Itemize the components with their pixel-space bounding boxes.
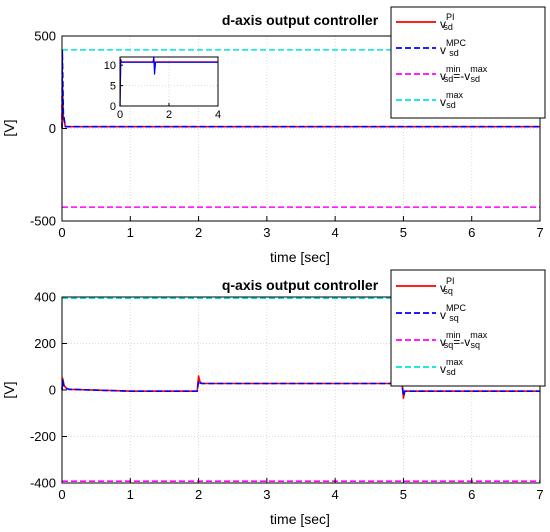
legend-text-base: v bbox=[440, 95, 446, 109]
legend-text-sub2: sq bbox=[470, 340, 480, 350]
inset-x-tick-label: 4 bbox=[215, 109, 221, 121]
bottom-chart-x-tick-label: 6 bbox=[468, 487, 475, 502]
top-chart-x-tick-label: 5 bbox=[400, 225, 407, 240]
bottom-chart-y-tick-label: -400 bbox=[30, 476, 56, 491]
bottom-chart-x-tick-label: 0 bbox=[58, 487, 65, 502]
legend-entry-min: vmin sd=-vmax sd bbox=[440, 64, 488, 84]
legend-text-sub2: sd bbox=[470, 74, 480, 84]
bottom-chart-x-tick-label: 4 bbox=[332, 487, 339, 502]
top-chart-x-tick-label: 1 bbox=[127, 225, 134, 240]
top-chart-x-ticks: 0 1 2 3 4 5 6 7 bbox=[58, 216, 544, 240]
top-chart-x-tick-label: 4 bbox=[332, 225, 339, 240]
bottom-chart-x-tick-label: 3 bbox=[263, 487, 270, 502]
top-chart-y-tick-label: -500 bbox=[30, 214, 56, 229]
top-chart-x-tick-label: 3 bbox=[263, 225, 270, 240]
legend-text-sub: sq bbox=[443, 286, 453, 296]
legend-text-sup: MPC bbox=[446, 303, 467, 313]
bottom-legend-box bbox=[390, 269, 546, 387]
bottom-chart-series-mpc bbox=[61, 379, 540, 397]
legend-text-base: v bbox=[440, 43, 446, 57]
top-chart-x-tick-label: 6 bbox=[468, 225, 475, 240]
bottom-chart-y-tick-label: -200 bbox=[30, 429, 56, 444]
top-chart-y-tick-label: 500 bbox=[34, 29, 56, 44]
top-chart-title: d-axis output controller bbox=[222, 12, 379, 28]
inset-y-ticks: 0 5 10 bbox=[104, 60, 123, 113]
legend-entry-mpc: vMPC sq bbox=[440, 303, 467, 323]
legend-text-base: v bbox=[440, 17, 446, 31]
inset-y-tick-label: 0 bbox=[110, 101, 116, 113]
bottom-chart-y-tick-label: 200 bbox=[34, 336, 56, 351]
bottom-chart-title: q-axis output controller bbox=[222, 277, 379, 293]
legend-text-sup: PI bbox=[446, 12, 455, 22]
inset-y-tick-label: 5 bbox=[110, 80, 116, 92]
inset-x-tick-label: 0 bbox=[117, 109, 123, 121]
inset-x-tick-label: 2 bbox=[166, 109, 172, 121]
top-chart-x-tick-label: 2 bbox=[195, 225, 202, 240]
inset-series-mpc bbox=[119, 56, 218, 107]
legend-text-sup: max bbox=[446, 357, 464, 367]
legend-text-sub: sq bbox=[444, 340, 454, 350]
bottom-chart-y-tick-label: 0 bbox=[49, 383, 56, 398]
legend-entry-max: vmax sd bbox=[440, 357, 464, 377]
legend-entry-min: vmin sq=-vmax sq bbox=[440, 330, 488, 350]
legend-text-base: v bbox=[440, 281, 446, 295]
legend-entry-max: vmax sd bbox=[440, 90, 464, 110]
top-chart-y-ticks: -500 0 500 bbox=[30, 29, 67, 229]
legend-entry-pi: vPI sd bbox=[440, 12, 455, 32]
legend-text-sup: min bbox=[446, 330, 461, 340]
top-chart-ylabel: [V] bbox=[1, 119, 17, 136]
inset-series bbox=[119, 56, 218, 107]
top-legend-box bbox=[390, 6, 546, 119]
bottom-chart-x-tick-label: 7 bbox=[536, 487, 543, 502]
legend-text-sup: PI bbox=[446, 276, 455, 286]
bottom-chart-xlabel: time [sec] bbox=[270, 511, 330, 527]
legend-entry-mpc: vMPC sd bbox=[440, 38, 467, 58]
inset-grid bbox=[120, 57, 218, 106]
top-chart-x-tick-label: 7 bbox=[536, 225, 543, 240]
legend-text-sub: sd bbox=[449, 48, 459, 58]
legend-text-base: v bbox=[440, 69, 446, 83]
legend-text-sub: sq bbox=[449, 313, 459, 323]
legend-text-base: v bbox=[440, 335, 446, 349]
inset-y-tick-label: 10 bbox=[104, 60, 116, 72]
legend-text-base: v bbox=[440, 362, 446, 376]
legend-text-sub: sd bbox=[443, 22, 453, 32]
bottom-chart-x-tick-label: 2 bbox=[195, 487, 202, 502]
legend-text-rest: =-v bbox=[453, 335, 470, 349]
bottom-chart-ylabel: [V] bbox=[1, 381, 17, 398]
legend-text-sup: min bbox=[446, 64, 461, 74]
legend-text-sub: sd bbox=[446, 100, 456, 110]
top-chart-x-tick-label: 0 bbox=[58, 225, 65, 240]
bottom-chart-y-tick-label: 400 bbox=[34, 290, 56, 305]
top-chart-y-tick-label: 0 bbox=[49, 121, 56, 136]
legend-entry-pi: vPI sq bbox=[440, 276, 455, 296]
top-chart-xlabel: time [sec] bbox=[270, 249, 330, 265]
legend-text-sup: max bbox=[446, 90, 464, 100]
legend-text-sub: sd bbox=[444, 74, 454, 84]
legend-text-sup2: max bbox=[470, 64, 488, 74]
bottom-chart-x-ticks: 0 1 2 3 4 5 6 7 bbox=[58, 478, 544, 502]
legend-text-base: v bbox=[440, 308, 446, 322]
legend-text-sup: MPC bbox=[446, 38, 467, 48]
legend-text-sup2: max bbox=[470, 330, 488, 340]
bottom-chart-x-tick-label: 5 bbox=[400, 487, 407, 502]
bottom-chart-x-tick-label: 1 bbox=[127, 487, 134, 502]
legend-text-sub: sd bbox=[446, 367, 456, 377]
legend-text-rest: =-v bbox=[453, 69, 470, 83]
bottom-chart-y-ticks: -400 -200 0 200 400 bbox=[30, 290, 67, 491]
